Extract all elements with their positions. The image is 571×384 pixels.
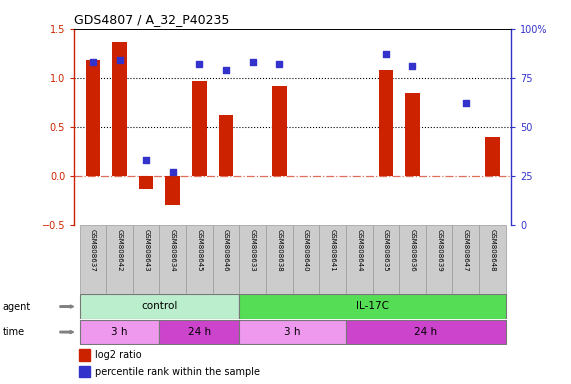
Point bbox=[195, 61, 204, 67]
FancyBboxPatch shape bbox=[213, 225, 239, 294]
FancyBboxPatch shape bbox=[159, 225, 186, 294]
FancyBboxPatch shape bbox=[159, 320, 239, 344]
Bar bbox=[272, 86, 287, 176]
FancyBboxPatch shape bbox=[79, 294, 239, 319]
FancyBboxPatch shape bbox=[106, 225, 133, 294]
FancyBboxPatch shape bbox=[372, 225, 399, 294]
Text: GSM808641: GSM808641 bbox=[329, 229, 336, 272]
Text: time: time bbox=[3, 327, 25, 337]
Text: 24 h: 24 h bbox=[414, 326, 437, 336]
Point bbox=[248, 59, 258, 65]
Bar bbox=[79, 349, 90, 361]
Point bbox=[381, 51, 391, 57]
Text: GSM808642: GSM808642 bbox=[116, 229, 123, 272]
Text: 3 h: 3 h bbox=[111, 326, 128, 336]
FancyBboxPatch shape bbox=[479, 225, 506, 294]
FancyBboxPatch shape bbox=[239, 294, 506, 319]
FancyBboxPatch shape bbox=[319, 225, 346, 294]
Text: percentile rank within the sample: percentile rank within the sample bbox=[95, 367, 260, 377]
Point bbox=[168, 169, 178, 175]
Bar bbox=[405, 93, 420, 176]
Text: log2 ratio: log2 ratio bbox=[95, 350, 142, 360]
Text: GSM808647: GSM808647 bbox=[463, 229, 469, 272]
FancyBboxPatch shape bbox=[186, 225, 213, 294]
Point bbox=[461, 100, 471, 106]
FancyBboxPatch shape bbox=[346, 320, 506, 344]
Text: GSM808637: GSM808637 bbox=[90, 229, 96, 272]
Bar bbox=[79, 366, 90, 377]
FancyBboxPatch shape bbox=[426, 225, 452, 294]
Bar bbox=[192, 81, 207, 176]
FancyBboxPatch shape bbox=[133, 225, 159, 294]
Bar bbox=[139, 176, 154, 189]
Text: GSM808648: GSM808648 bbox=[489, 229, 496, 272]
FancyBboxPatch shape bbox=[452, 225, 479, 294]
Bar bbox=[219, 115, 234, 176]
Text: GDS4807 / A_32_P40235: GDS4807 / A_32_P40235 bbox=[74, 13, 230, 26]
Bar bbox=[485, 137, 500, 176]
FancyBboxPatch shape bbox=[79, 225, 106, 294]
Bar bbox=[379, 70, 393, 176]
Text: GSM808643: GSM808643 bbox=[143, 229, 149, 272]
Text: GSM808639: GSM808639 bbox=[436, 229, 442, 272]
Point bbox=[408, 63, 417, 69]
FancyBboxPatch shape bbox=[399, 225, 426, 294]
Point bbox=[142, 157, 151, 163]
FancyBboxPatch shape bbox=[79, 320, 159, 344]
Text: GSM808644: GSM808644 bbox=[356, 229, 362, 272]
FancyBboxPatch shape bbox=[346, 225, 372, 294]
Text: agent: agent bbox=[3, 301, 31, 311]
Text: GSM808633: GSM808633 bbox=[250, 229, 256, 272]
FancyBboxPatch shape bbox=[239, 320, 346, 344]
Text: control: control bbox=[141, 301, 178, 311]
Text: GSM808638: GSM808638 bbox=[276, 229, 282, 272]
FancyBboxPatch shape bbox=[239, 225, 266, 294]
Bar bbox=[166, 176, 180, 205]
Point bbox=[115, 57, 124, 63]
Point bbox=[275, 61, 284, 67]
Text: 24 h: 24 h bbox=[188, 326, 211, 336]
Text: IL-17C: IL-17C bbox=[356, 301, 389, 311]
Text: GSM808640: GSM808640 bbox=[303, 229, 309, 272]
FancyBboxPatch shape bbox=[293, 225, 319, 294]
Point bbox=[89, 59, 98, 65]
Text: GSM808636: GSM808636 bbox=[409, 229, 416, 272]
Text: GSM808634: GSM808634 bbox=[170, 229, 176, 272]
Bar bbox=[86, 60, 100, 176]
Text: GSM808635: GSM808635 bbox=[383, 229, 389, 272]
FancyBboxPatch shape bbox=[266, 225, 293, 294]
Text: 3 h: 3 h bbox=[284, 326, 301, 336]
Text: GSM808645: GSM808645 bbox=[196, 229, 202, 272]
Text: GSM808646: GSM808646 bbox=[223, 229, 229, 272]
Point bbox=[222, 67, 231, 73]
Bar bbox=[112, 41, 127, 176]
